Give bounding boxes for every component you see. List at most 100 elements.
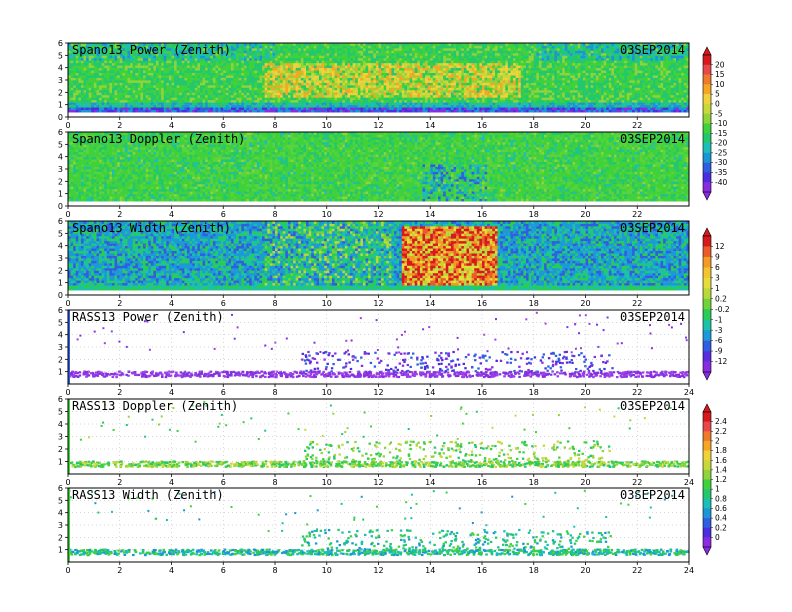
y-tick-label: 6 (58, 395, 63, 404)
y-tick-label: 2 (58, 355, 63, 364)
x-tick-label: 18 (529, 299, 539, 308)
x-tick-label: 2 (117, 388, 122, 397)
colorbar-label: -3 (715, 326, 723, 335)
colorbar-label: -40 (715, 178, 727, 187)
x-tick-label: 12 (373, 299, 383, 308)
colorbar-swatch (703, 84, 711, 95)
colorbar-swatch (703, 64, 711, 75)
colorbar-label: -12 (715, 357, 727, 366)
plot-area (68, 399, 689, 474)
colorbar-label: 20 (715, 60, 725, 69)
x-tick-label: 4 (169, 566, 174, 575)
y-tick-label: 5 (58, 318, 63, 327)
colorbar-label: 1.6 (715, 456, 727, 465)
y-tick-label: 1 (58, 101, 63, 110)
colorbar-swatch (703, 330, 711, 341)
colorbar-swatch (703, 469, 711, 480)
x-tick-label: 10 (322, 388, 332, 397)
colorbar-label: 2.2 (715, 427, 727, 436)
x-tick-label: 8 (272, 478, 277, 487)
panel-date: 03SEP2014 (620, 221, 685, 235)
x-tick-label: 24 (684, 566, 694, 575)
panel-title: Spano13 Power (Zenith) (72, 43, 231, 57)
colorbar-label: -1 (715, 315, 723, 324)
x-tick-label: 0 (65, 121, 70, 130)
x-tick-label: 4 (169, 299, 174, 308)
colorbar-label: 0.8 (715, 494, 727, 503)
x-tick-label: 14 (425, 388, 435, 397)
y-tick-label: 1 (58, 190, 63, 199)
x-tick-label: 18 (529, 478, 539, 487)
x-tick-label: 8 (272, 388, 277, 397)
colorbar-swatch (703, 113, 711, 124)
colorbar-swatch (703, 103, 711, 115)
plot-area (68, 43, 689, 117)
colorbar-label: 0.2 (715, 294, 727, 303)
y-tick-label: 4 (58, 420, 63, 429)
x-tick-label: 12 (373, 566, 383, 575)
x-tick-label: 6 (221, 121, 226, 130)
y-tick-label: 6 (58, 217, 63, 226)
colorbar-label: 1.2 (715, 475, 727, 484)
panel-title: RASS13 Doppler (Zenith) (72, 399, 238, 413)
x-tick-label: 6 (221, 210, 226, 219)
colorbar-2: 12 963 10.2 -0.2-1 -3-6 -9-12 (702, 227, 730, 381)
x-tick-label: 24 (684, 478, 694, 487)
y-tick-label: 3 (58, 165, 63, 174)
colorbar-top-arrow (702, 403, 712, 413)
y-tick-label: 2 (58, 445, 63, 454)
y-tick-label: 1 (58, 279, 63, 288)
colorbar-swatch (703, 152, 711, 163)
x-tick-label: 8 (272, 121, 277, 130)
plot-area (68, 488, 689, 562)
colorbar-swatch (703, 123, 711, 134)
colorbars: 20151050-5-10-15-20-25-30-35-401296310.2… (702, 46, 730, 556)
x-tick-label: 6 (221, 388, 226, 397)
colorbar-swatch (703, 277, 711, 289)
x-tick-label: 14 (425, 210, 435, 219)
y-tick-label: 4 (58, 509, 63, 518)
x-tick-label: 20 (580, 121, 590, 130)
colorbar-label: -6 (715, 336, 723, 345)
colorbar-label: -5 (715, 109, 723, 118)
x-tick-label: 0 (65, 210, 70, 219)
colorbar-label: 1.8 (715, 446, 727, 455)
x-tick-label: 22 (632, 299, 642, 308)
colorbar-label: 12 (715, 242, 725, 251)
colorbar-swatch (703, 518, 711, 529)
colorbar-label: -20 (715, 139, 727, 148)
y-tick-label: 5 (58, 408, 63, 417)
colorbar-swatch (703, 361, 711, 373)
x-tick-label: 22 (632, 566, 642, 575)
y-tick-label: 4 (58, 153, 63, 162)
y-tick-label: 0 (58, 291, 63, 300)
x-tick-label: 6 (221, 478, 226, 487)
colorbar-label: 1.4 (715, 465, 727, 474)
colorbar-label: 2 (715, 437, 720, 446)
panel-date: 03SEP2014 (620, 310, 685, 324)
x-tick-label: 20 (580, 210, 590, 219)
x-tick-label: 14 (425, 566, 435, 575)
panel-title: Spano13 Doppler (Zenith) (72, 132, 245, 146)
x-tick-label: 24 (684, 388, 694, 397)
x-tick-label: 2 (117, 121, 122, 130)
x-tick-label: 20 (580, 478, 590, 487)
colorbar-swatch (703, 319, 711, 331)
colorbar-label: 0 (715, 533, 720, 542)
x-tick-label: 12 (373, 388, 383, 397)
x-tick-label: 10 (322, 121, 332, 130)
colorbar-swatch (703, 236, 711, 247)
x-tick-label: 18 (529, 566, 539, 575)
colorbar-label: 15 (715, 70, 725, 79)
colorbar-swatch (703, 94, 711, 105)
colorbar-swatch (703, 288, 711, 300)
colorbar-label: 0 (715, 100, 720, 109)
x-tick-label: 16 (477, 566, 487, 575)
colorbar-swatch (703, 527, 711, 538)
colorbar-label: 6 (715, 263, 720, 272)
x-tick-label: 0 (65, 388, 70, 397)
panel-date: 03SEP2014 (620, 488, 685, 502)
